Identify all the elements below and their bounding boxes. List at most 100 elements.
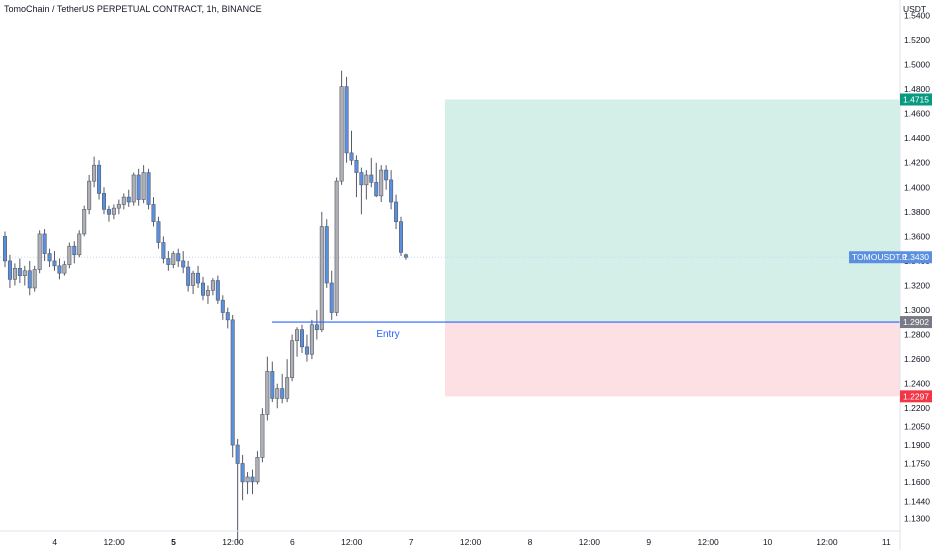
candle-body <box>161 242 166 259</box>
candle-body <box>384 169 389 181</box>
price-axis[interactable]: 1.5400 1.5200 1.5000 1.4800 1.4600 1.4400 1.42… <box>904 10 930 523</box>
candle-body <box>201 282 206 296</box>
time-tick-label: 6 <box>290 537 295 547</box>
position-zones <box>445 99 900 397</box>
candle-body <box>369 174 374 183</box>
candle-body <box>116 204 121 209</box>
price-tick-label: 1.3600 <box>904 231 930 241</box>
candle-body <box>171 253 176 265</box>
time-tick-label: 5 <box>171 537 176 547</box>
candle-body <box>359 172 364 186</box>
candle-body <box>106 209 111 215</box>
candle <box>290 334 295 382</box>
candle <box>265 356 270 421</box>
candle <box>280 373 285 404</box>
last-price-value: 1.3430 <box>903 252 929 262</box>
price-tick-label: 1.3000 <box>904 305 930 315</box>
candle-body <box>260 414 265 458</box>
candle <box>220 295 225 320</box>
price-tick-label: 1.4600 <box>904 109 930 119</box>
candle-body <box>270 371 275 399</box>
loss-zone <box>445 322 900 397</box>
candle-body <box>52 260 57 267</box>
candle <box>111 204 116 220</box>
candle <box>349 130 354 166</box>
price-tick-label: 1.1900 <box>904 440 930 450</box>
price-tags: 1.4715 1.2902 1.2297 TOMOUSDT.P1.3430 <box>849 93 932 403</box>
candle <box>37 230 42 274</box>
candle-body <box>42 233 47 254</box>
entry-price-tag-bg <box>900 316 932 329</box>
time-tick-label: 11 <box>882 537 891 547</box>
price-tick-label: 1.4800 <box>904 84 930 94</box>
candle <box>196 265 201 288</box>
candle-body <box>379 169 384 197</box>
time-tick-label: 8 <box>528 537 533 547</box>
candle-body <box>309 324 314 355</box>
candle <box>62 260 67 276</box>
candle-body <box>394 201 399 222</box>
candle <box>52 251 57 271</box>
candle-body <box>299 329 304 348</box>
candle-body <box>235 444 240 464</box>
candle-body <box>141 172 146 200</box>
candle <box>240 454 245 501</box>
candle-body <box>349 152 354 161</box>
candle <box>171 251 176 269</box>
candle <box>374 162 379 198</box>
candle-body <box>319 226 324 330</box>
candle-body <box>215 280 220 301</box>
target-price-tag-bg <box>900 93 932 106</box>
price-tick-label: 1.2200 <box>904 403 930 413</box>
time-tick-label: 12:00 <box>579 537 601 547</box>
time-tick-label: 12:00 <box>341 537 363 547</box>
candle <box>121 193 126 210</box>
price-unit-label: USDT <box>903 4 926 14</box>
price-tick-label: 1.3200 <box>904 280 930 290</box>
candle-body <box>334 180 339 313</box>
candle <box>181 251 186 274</box>
candle-body <box>146 172 151 205</box>
candle <box>131 172 136 206</box>
candle-body <box>87 180 92 210</box>
candle-body <box>304 346 309 355</box>
candle-body <box>389 179 394 203</box>
price-tick-label: 1.1750 <box>904 458 930 468</box>
candle-body <box>255 457 260 483</box>
candle <box>92 156 97 188</box>
entry-marker: Entry <box>272 321 900 340</box>
candle <box>403 253 408 260</box>
time-axis[interactable]: 4 12:00 5 12:00 6 12:00 7 12:00 8 12:00 9 12:00 10 12… <box>52 537 891 547</box>
candle-body <box>181 260 186 268</box>
candle-body <box>17 267 22 276</box>
candle-body <box>265 371 270 415</box>
candle <box>22 265 27 286</box>
candle <box>369 157 374 188</box>
target-price-tag: 1.4715 <box>903 95 929 105</box>
entry-label: Entry <box>376 329 399 340</box>
chart-title: TomoChain / TetherUS PERPETUAL CONTRACT,… <box>4 4 262 14</box>
candle <box>215 275 220 304</box>
candle-body <box>364 174 369 186</box>
candle <box>42 229 47 261</box>
candle <box>364 170 369 200</box>
candle <box>344 76 349 163</box>
candle <box>255 451 260 485</box>
price-tick-label: 1.2050 <box>904 422 930 432</box>
candle-body <box>67 245 72 265</box>
candle <box>47 248 52 268</box>
candle-body <box>47 253 52 262</box>
candle-body <box>324 226 329 284</box>
time-tick-label: 12:00 <box>222 537 244 547</box>
time-tick-label: 12:00 <box>104 537 126 547</box>
candle-body <box>176 253 181 262</box>
candle-body <box>102 193 107 210</box>
candle <box>210 278 215 296</box>
time-tick-label: 12:00 <box>460 537 482 547</box>
stop-price-tag: 1.2297 <box>903 391 929 401</box>
candle <box>136 168 141 206</box>
candle-body <box>354 159 359 173</box>
candle-body <box>295 329 300 342</box>
candle <box>2 231 8 268</box>
